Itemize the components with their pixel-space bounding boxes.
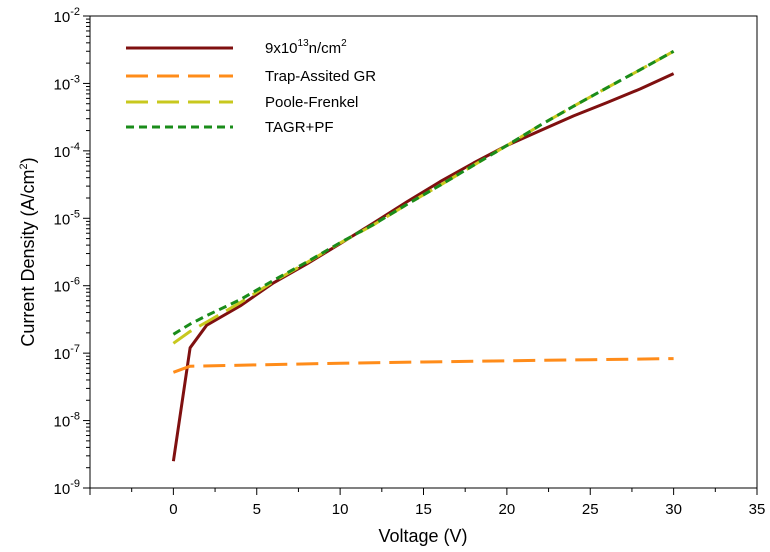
- x-axis: 0 5 10 15 20 25 30 35: [89, 488, 766, 518]
- x-tick-label: 30: [665, 501, 682, 518]
- series-line-0: [171, 72, 675, 462]
- y-tick-label: 10-6: [54, 276, 80, 296]
- legend-label: Trap-Assited GR: [265, 68, 376, 85]
- series-layer: [171, 49, 675, 462]
- y-axis-title-base: Current Density (A/cm: [18, 170, 38, 347]
- y-axis-title: Current Density (A/cm2): [18, 157, 38, 346]
- y-tick-label: 10-4: [54, 141, 80, 161]
- series-line-3: [172, 49, 675, 336]
- y-axis-title-sup: 2: [18, 163, 30, 169]
- x-tick-label: 20: [499, 501, 516, 518]
- plot-frame: [89, 15, 758, 489]
- y-axis: 10-9 10-8 10-7 10-6 10-5 10-4 10-3 10-2: [54, 6, 90, 498]
- x-tick-label: 15: [415, 501, 432, 518]
- x-tick-label: 35: [749, 501, 766, 518]
- y-tick-label: 10-8: [54, 411, 80, 431]
- y-tick-label: 10-5: [54, 208, 80, 228]
- x-axis-title: Voltage (V): [378, 526, 467, 546]
- x-tick-label: 5: [253, 501, 261, 518]
- legend-label: Poole-Frenkel: [265, 94, 358, 111]
- y-tick-label: 10-9: [54, 478, 80, 498]
- legend-label: 9x1013n/cm2: [265, 38, 347, 57]
- legend-label: TAGR+PF: [265, 119, 333, 136]
- y-tick-label: 10-2: [54, 6, 80, 26]
- y-tick-label: 10-3: [54, 73, 80, 93]
- x-tick-label: 25: [582, 501, 599, 518]
- y-axis-title-tail: ): [18, 157, 38, 163]
- series-line-1: [172, 357, 674, 374]
- x-tick-label: 0: [169, 501, 177, 518]
- y-tick-label: 10-7: [54, 343, 80, 363]
- x-tick-label: 10: [332, 501, 349, 518]
- legend: 9x1013n/cm2 Trap-Assited GR Poole-Frenkel T…: [126, 38, 376, 136]
